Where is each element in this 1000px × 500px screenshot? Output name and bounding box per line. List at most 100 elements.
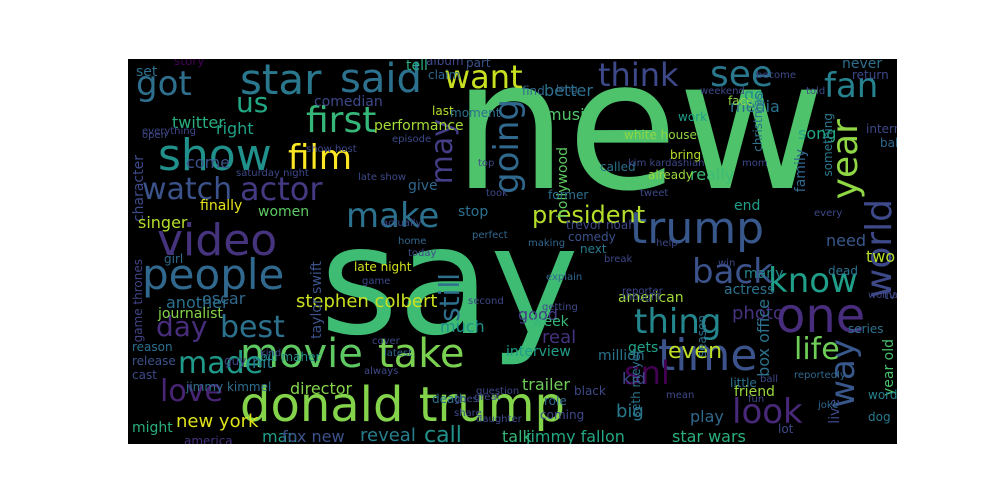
cloud-word: question <box>476 386 520 397</box>
cloud-word: stop <box>458 204 489 220</box>
cloud-word: star wars <box>672 427 746 445</box>
cloud-word: death <box>432 392 467 406</box>
cloud-word: stephen colbert <box>296 291 438 312</box>
cloud-word: actor <box>240 170 323 208</box>
cloud-word: reason <box>132 340 173 354</box>
cloud-word: want <box>444 59 523 96</box>
cloud-word: family <box>793 149 809 193</box>
cloud-word: director <box>290 379 353 398</box>
cloud-word: see <box>710 59 774 95</box>
cloud-word: game thrones <box>131 259 145 343</box>
cloud-word: talk <box>502 427 532 445</box>
cloud-word: many <box>744 266 784 282</box>
cloud-word: real <box>542 327 577 348</box>
cloud-word: tv <box>884 288 896 302</box>
cloud-word: people <box>142 250 285 299</box>
cloud-word: good <box>518 305 558 324</box>
cloud-word: twitter <box>172 113 225 132</box>
cloud-word: fan <box>824 66 879 106</box>
cloud-word: become <box>756 70 797 81</box>
cloud-word: called <box>600 160 636 174</box>
cloud-word: might <box>132 420 173 436</box>
cloud-word: watch <box>142 172 233 207</box>
cloud-word: told <box>806 86 826 97</box>
cloud-word: never <box>842 59 883 72</box>
cloud-word: late show <box>358 172 407 183</box>
cloud-word: claim <box>428 68 461 82</box>
cloud-word: something <box>821 113 835 177</box>
cloud-word: find <box>522 84 545 98</box>
cloud-word: another <box>166 293 229 312</box>
cloud-word: kid <box>622 369 646 388</box>
cloud-word: box office <box>754 299 773 377</box>
cloud-word: mom <box>742 158 768 169</box>
cloud-word: open <box>142 130 167 141</box>
cloud-word: reporter <box>622 286 663 297</box>
cloud-word: cover <box>372 336 400 347</box>
cloud-word: give <box>408 178 438 194</box>
cloud-word: performance <box>374 118 464 134</box>
cloud-word: latest <box>384 348 413 359</box>
cloud-word: today <box>408 248 437 259</box>
cloud-word: coming <box>540 408 585 422</box>
cloud-word: reveal <box>360 425 416 445</box>
cloud-word: song <box>798 124 837 143</box>
cloud-word: snl <box>624 354 670 392</box>
cloud-word: bring <box>670 148 702 162</box>
cloud-word: cast <box>132 368 157 382</box>
cloud-word: day <box>156 310 208 343</box>
cloud-word: tell <box>406 59 428 74</box>
cloud-word: bill maher <box>260 350 321 364</box>
cloud-word: better <box>544 81 593 100</box>
cloud-word: donald trump <box>240 377 565 433</box>
cloud-word: even <box>668 339 723 364</box>
cloud-word: internet <box>866 122 897 136</box>
cloud-word: trailer <box>522 375 570 394</box>
cloud-word: getting <box>542 302 578 313</box>
cloud-word: ball <box>760 374 779 385</box>
cloud-word: two <box>866 247 896 266</box>
cloud-word: baby <box>880 136 897 150</box>
cloud-word: make <box>346 196 440 236</box>
cloud-word: next <box>580 242 607 256</box>
cloud-word: long <box>556 84 578 95</box>
cloud-word: moment <box>450 106 501 120</box>
cloud-word: saturday night <box>236 168 309 179</box>
cloud-word: weekend <box>700 86 745 97</box>
cloud-word: first <box>306 100 377 141</box>
cloud-word: little <box>730 376 757 390</box>
cloud-word: life <box>794 332 840 367</box>
cloud-word: million <box>598 348 645 364</box>
cloud-word: last <box>432 104 454 118</box>
cloud-word: need <box>826 231 866 250</box>
cloud-word: friend <box>734 384 775 400</box>
cloud-word: taylor swift <box>309 261 325 339</box>
cloud-word: explain <box>546 272 583 283</box>
cloud-word: series <box>848 322 884 336</box>
cloud-word: new <box>453 59 826 231</box>
cloud-word: comedy <box>568 230 616 244</box>
cloud-word: set <box>136 64 158 80</box>
cloud-word: comedian <box>314 94 383 110</box>
cloud-word: movie <box>240 331 363 377</box>
cloud-word: love <box>160 374 223 409</box>
cloud-word: role <box>544 394 567 408</box>
cloud-word: go <box>744 85 764 104</box>
cloud-word: us <box>236 86 269 119</box>
cloud-word: win <box>718 258 736 269</box>
cloud-word: got <box>136 64 192 104</box>
cloud-word: goes <box>454 394 478 405</box>
cloud-word: call <box>424 423 462 445</box>
cloud-word: perfect <box>472 230 508 241</box>
cloud-word: story <box>174 59 205 68</box>
cloud-word: women <box>258 204 310 220</box>
cloud-word: take <box>378 331 465 377</box>
cloud-word: star <box>240 59 322 104</box>
cloud-word: really <box>690 165 735 184</box>
cloud-word: episode <box>392 134 432 145</box>
cloud-word: know <box>768 261 858 301</box>
cloud-word: joke <box>818 400 839 411</box>
cloud-word: game <box>362 276 391 287</box>
cloud-word: show <box>158 130 272 181</box>
cloud-word: time <box>658 330 758 381</box>
